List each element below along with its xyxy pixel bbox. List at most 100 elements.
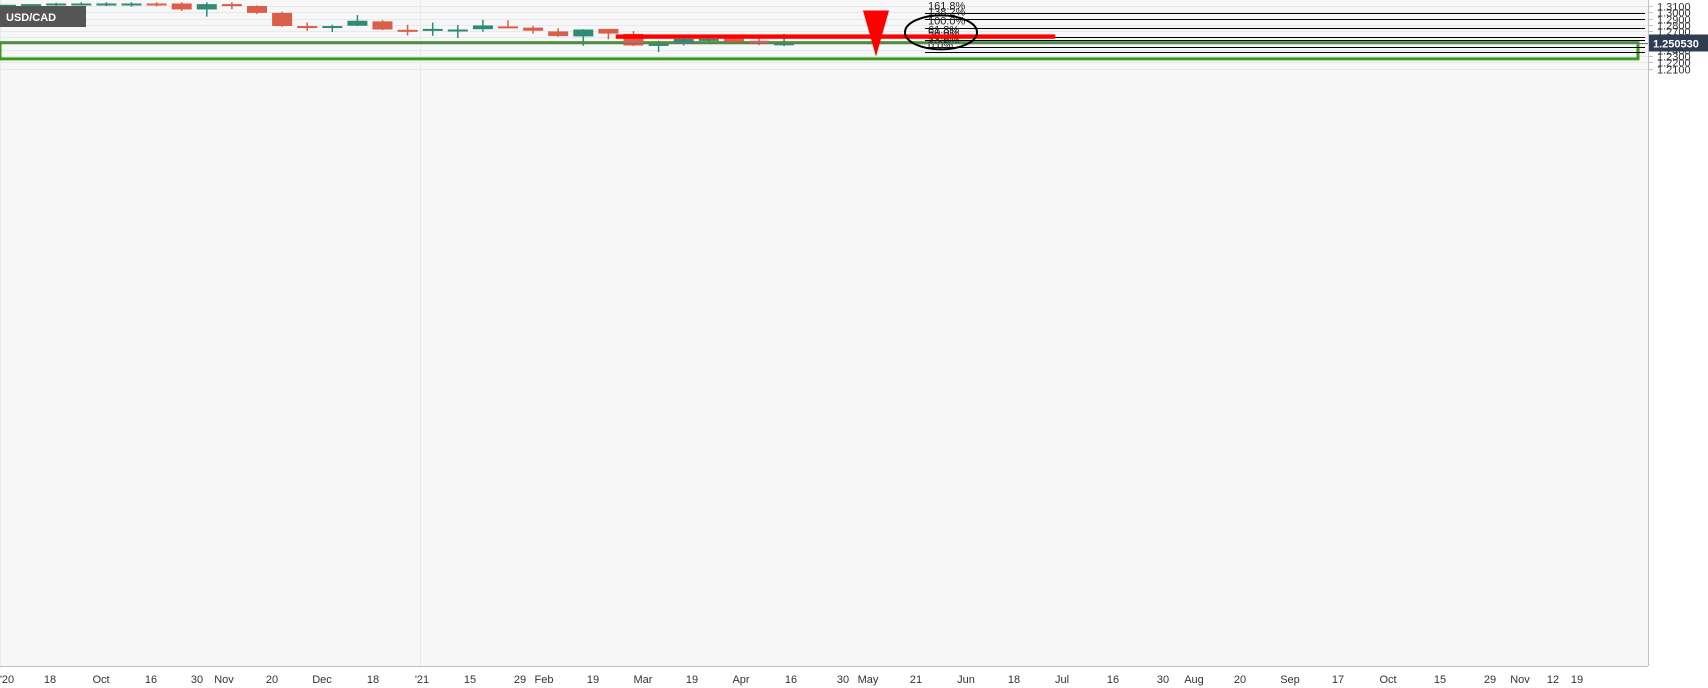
candle xyxy=(272,11,293,27)
time-tick-label: 30 xyxy=(1157,674,1169,686)
candle xyxy=(648,40,669,53)
candle-body xyxy=(548,31,569,37)
candle-body xyxy=(171,3,192,10)
candle-body xyxy=(523,27,544,31)
candle xyxy=(598,28,619,40)
time-tick-label: 12 xyxy=(1547,674,1559,686)
candle xyxy=(447,24,468,38)
candle-body xyxy=(573,29,594,37)
fib-level-label: 100.0% xyxy=(928,16,966,28)
candle-body xyxy=(297,26,318,29)
candle-body xyxy=(221,4,242,7)
resistance-highlight-box xyxy=(615,34,1056,39)
time-tick-label: '20 xyxy=(0,674,14,686)
time-tick-label: 21 xyxy=(910,674,922,686)
support-zone xyxy=(0,41,1640,61)
bearish-arrow-head xyxy=(863,10,889,57)
price-tick-label: 1.2800 xyxy=(1657,21,1691,33)
time-tick-label: 19 xyxy=(587,674,599,686)
symbol-badge: USD/CAD xyxy=(0,6,86,27)
annotations xyxy=(615,10,1056,57)
candle-body xyxy=(623,33,644,46)
candle xyxy=(121,2,142,7)
candle xyxy=(297,22,318,31)
candle xyxy=(46,2,67,6)
candle-body xyxy=(422,28,443,31)
candle xyxy=(171,2,192,12)
candle xyxy=(71,2,92,6)
candle xyxy=(347,15,368,27)
candle-body xyxy=(447,29,468,32)
candle-body xyxy=(347,20,368,26)
time-tick-label: 19 xyxy=(686,674,698,686)
candle-body xyxy=(372,21,393,30)
time-tick-label: Mar xyxy=(634,674,653,686)
price-tick-label: 1.2900 xyxy=(1657,15,1691,27)
candle xyxy=(221,2,242,10)
candle xyxy=(247,5,267,15)
time-tick-label: 15 xyxy=(1434,674,1446,686)
time-tick-label: 20 xyxy=(266,674,278,686)
candle-body xyxy=(648,43,669,46)
time-tick-label: Nov xyxy=(214,674,234,686)
time-tick-label: 29 xyxy=(1484,674,1496,686)
time-tick-label: Jul xyxy=(1055,674,1069,686)
candle xyxy=(397,24,418,36)
time-tick-label: Aug xyxy=(1184,674,1204,686)
candle xyxy=(523,26,544,34)
time-tick-label: 19 xyxy=(1571,674,1583,686)
time-tick-label: 16 xyxy=(1107,674,1119,686)
time-tick-label: May xyxy=(858,674,879,686)
candle-body xyxy=(673,38,694,44)
price-tick-label: 1.2200 xyxy=(1657,58,1691,70)
time-tick-label: 16 xyxy=(785,674,797,686)
candle-body xyxy=(774,43,795,46)
fib-618-circle xyxy=(904,14,978,51)
symbol-label: USD/CAD xyxy=(6,12,56,24)
time-tick-label: 30 xyxy=(191,674,203,686)
candle xyxy=(372,20,393,31)
candle-body xyxy=(397,29,418,32)
candle xyxy=(548,28,569,37)
candle-body xyxy=(723,38,744,42)
candle xyxy=(96,2,117,6)
time-tick-label: Dec xyxy=(312,674,332,686)
price-tick-label: 1.2100 xyxy=(1657,65,1691,77)
time-tick-label: Feb xyxy=(535,674,554,686)
candle xyxy=(146,2,167,7)
candle-body xyxy=(96,3,117,6)
time-tick-label: Jun xyxy=(957,674,975,686)
candle xyxy=(196,2,217,17)
candle-body xyxy=(498,26,518,29)
time-axis: '20 18 Oct 16 30 Nov 20 Dec 18 '21 15 29 Feb 19 Mar 19 A… xyxy=(0,674,1583,686)
time-tick-label: 18 xyxy=(367,674,379,686)
candle-body xyxy=(196,4,217,10)
time-tick-label: Nov xyxy=(1510,674,1530,686)
candle-body xyxy=(698,38,719,41)
time-tick-label: '21 xyxy=(415,674,429,686)
candle-body xyxy=(598,28,619,34)
time-tick-label: 30 xyxy=(837,674,849,686)
candle-body xyxy=(146,3,167,6)
candle-body xyxy=(322,26,343,29)
time-tick-label: 20 xyxy=(1234,674,1246,686)
time-tick-label: 16 xyxy=(145,674,157,686)
candle xyxy=(422,22,443,36)
candle-body xyxy=(472,25,493,30)
price-tick-label: 1.3100 xyxy=(1657,2,1691,14)
candle xyxy=(322,24,343,33)
time-tick-label: Oct xyxy=(1379,674,1396,686)
time-tick-label: 17 xyxy=(1332,674,1344,686)
time-tick-label: Apr xyxy=(732,674,749,686)
fib-level-label: 161.8% xyxy=(928,1,966,13)
candle-body xyxy=(46,3,67,6)
time-tick-label: Sep xyxy=(1280,674,1300,686)
candle-body xyxy=(749,40,769,44)
fibonacci-levels: 161.8%138.2%100.0%61.8%50.0%38.2%23.6%0.… xyxy=(0,1,1648,53)
candle-body xyxy=(247,6,267,13)
current-price-label: 1.250530 xyxy=(1653,39,1699,51)
candle-body xyxy=(272,12,293,27)
candle-body xyxy=(71,3,92,6)
price-tick-label: 1.2300 xyxy=(1657,52,1691,64)
